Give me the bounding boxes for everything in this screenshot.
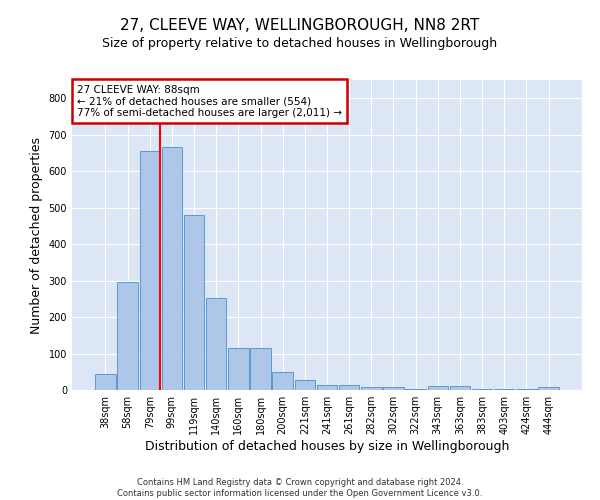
Text: Contains HM Land Registry data © Crown copyright and database right 2024.
Contai: Contains HM Land Registry data © Crown c… bbox=[118, 478, 482, 498]
Text: Size of property relative to detached houses in Wellingborough: Size of property relative to detached ho… bbox=[103, 38, 497, 51]
Y-axis label: Number of detached properties: Number of detached properties bbox=[30, 136, 43, 334]
Bar bbox=[317, 384, 337, 390]
X-axis label: Distribution of detached houses by size in Wellingborough: Distribution of detached houses by size … bbox=[145, 440, 509, 453]
Bar bbox=[383, 387, 404, 390]
Bar bbox=[361, 387, 382, 390]
Bar bbox=[538, 387, 559, 390]
Bar bbox=[95, 374, 116, 390]
Bar bbox=[161, 148, 182, 390]
Bar bbox=[206, 298, 226, 390]
Bar bbox=[339, 384, 359, 390]
Bar bbox=[272, 372, 293, 390]
Text: 27 CLEEVE WAY: 88sqm
← 21% of detached houses are smaller (554)
77% of semi-deta: 27 CLEEVE WAY: 88sqm ← 21% of detached h… bbox=[77, 84, 342, 118]
Text: 27, CLEEVE WAY, WELLINGBOROUGH, NN8 2RT: 27, CLEEVE WAY, WELLINGBOROUGH, NN8 2RT bbox=[121, 18, 479, 32]
Bar bbox=[184, 215, 204, 390]
Bar bbox=[228, 348, 248, 390]
Bar bbox=[428, 386, 448, 390]
Bar bbox=[450, 386, 470, 390]
Bar bbox=[295, 380, 315, 390]
Bar bbox=[250, 348, 271, 390]
Bar bbox=[118, 282, 138, 390]
Bar bbox=[140, 151, 160, 390]
